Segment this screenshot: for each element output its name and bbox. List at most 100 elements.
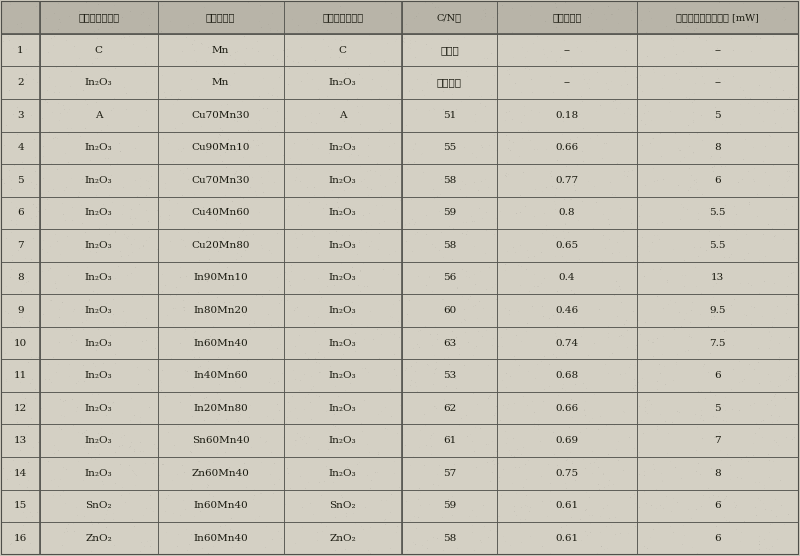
- Bar: [402, 392, 498, 424]
- Bar: [498, 392, 637, 424]
- Bar: [284, 327, 402, 359]
- Text: 0.66: 0.66: [555, 404, 578, 413]
- Text: 0.8: 0.8: [558, 208, 575, 217]
- Bar: [40, 294, 158, 327]
- Text: In₂O₃: In₂O₃: [329, 241, 357, 250]
- Bar: [402, 229, 498, 262]
- Text: 5: 5: [714, 111, 721, 120]
- Text: In₂O₃: In₂O₃: [85, 371, 113, 380]
- Text: 0.69: 0.69: [555, 436, 578, 445]
- Bar: [284, 197, 402, 229]
- Text: A: A: [339, 111, 346, 120]
- Bar: [158, 1, 284, 34]
- Bar: [637, 392, 798, 424]
- Text: In₂O₃: In₂O₃: [85, 208, 113, 217]
- Text: In₂O₃: In₂O₃: [85, 241, 113, 250]
- Bar: [2, 424, 40, 457]
- Text: 63: 63: [443, 339, 456, 348]
- Bar: [158, 34, 284, 67]
- Bar: [158, 99, 284, 132]
- Text: 4: 4: [18, 143, 24, 152]
- Bar: [402, 164, 498, 197]
- Bar: [158, 67, 284, 99]
- Bar: [637, 67, 798, 99]
- Bar: [284, 132, 402, 164]
- Bar: [498, 132, 637, 164]
- Bar: [158, 229, 284, 262]
- Bar: [498, 1, 637, 34]
- Text: 2: 2: [18, 78, 24, 87]
- Bar: [40, 67, 158, 99]
- Bar: [284, 457, 402, 489]
- Text: 0.46: 0.46: [555, 306, 578, 315]
- Bar: [498, 457, 637, 489]
- Bar: [637, 327, 798, 359]
- Bar: [498, 67, 637, 99]
- Bar: [637, 1, 798, 34]
- Text: 第一保護層材料: 第一保護層材料: [78, 13, 119, 22]
- Bar: [637, 457, 798, 489]
- Bar: [40, 197, 158, 229]
- Text: 58: 58: [443, 176, 456, 185]
- Bar: [498, 34, 637, 67]
- Text: Cu70Mn30: Cu70Mn30: [191, 111, 250, 120]
- Text: 0.65: 0.65: [555, 241, 578, 250]
- Text: 51: 51: [443, 111, 456, 120]
- Bar: [284, 34, 402, 67]
- Text: 11: 11: [14, 371, 27, 380]
- Text: C: C: [338, 46, 346, 54]
- Text: In₂O₃: In₂O₃: [85, 404, 113, 413]
- Bar: [402, 132, 498, 164]
- Bar: [498, 99, 637, 132]
- Bar: [284, 67, 402, 99]
- Text: 0.18: 0.18: [555, 111, 578, 120]
- Text: 14: 14: [14, 469, 27, 478]
- Bar: [402, 457, 498, 489]
- Bar: [2, 262, 40, 294]
- Bar: [402, 359, 498, 392]
- Bar: [2, 229, 40, 262]
- Text: SnO₂: SnO₂: [330, 502, 356, 510]
- Bar: [158, 197, 284, 229]
- Bar: [402, 424, 498, 457]
- Text: Mn: Mn: [212, 46, 230, 54]
- Bar: [40, 522, 158, 555]
- Text: 10: 10: [14, 339, 27, 348]
- Bar: [498, 197, 637, 229]
- Bar: [402, 327, 498, 359]
- Text: In₂O₃: In₂O₃: [329, 371, 357, 380]
- Text: In60Mn40: In60Mn40: [194, 502, 248, 510]
- Bar: [284, 294, 402, 327]
- Text: 8: 8: [714, 469, 721, 478]
- Text: 13: 13: [711, 274, 724, 282]
- Text: 6: 6: [714, 502, 721, 510]
- Bar: [40, 132, 158, 164]
- Text: --: --: [714, 78, 721, 87]
- Bar: [158, 294, 284, 327]
- Text: 53: 53: [443, 371, 456, 380]
- Bar: [158, 522, 284, 555]
- Text: In₂O₃: In₂O₃: [329, 78, 357, 87]
- Bar: [2, 67, 40, 99]
- Text: 比較例: 比較例: [440, 46, 459, 54]
- Text: 12: 12: [14, 404, 27, 413]
- Bar: [402, 489, 498, 522]
- Bar: [284, 489, 402, 522]
- Text: In₂O₃: In₂O₃: [85, 339, 113, 348]
- Text: 0.66: 0.66: [555, 143, 578, 152]
- Text: 1: 1: [18, 46, 24, 54]
- Text: In80Mn20: In80Mn20: [194, 306, 248, 315]
- Text: 6: 6: [714, 371, 721, 380]
- Bar: [158, 359, 284, 392]
- Bar: [498, 327, 637, 359]
- Text: 7: 7: [18, 241, 24, 250]
- Bar: [158, 457, 284, 489]
- Text: In₂O₃: In₂O₃: [85, 469, 113, 478]
- Bar: [158, 392, 284, 424]
- Bar: [498, 424, 637, 457]
- Bar: [40, 34, 158, 67]
- Text: 7.5: 7.5: [710, 339, 726, 348]
- Bar: [2, 164, 40, 197]
- Bar: [402, 34, 498, 67]
- Text: In₂O₃: In₂O₃: [329, 143, 357, 152]
